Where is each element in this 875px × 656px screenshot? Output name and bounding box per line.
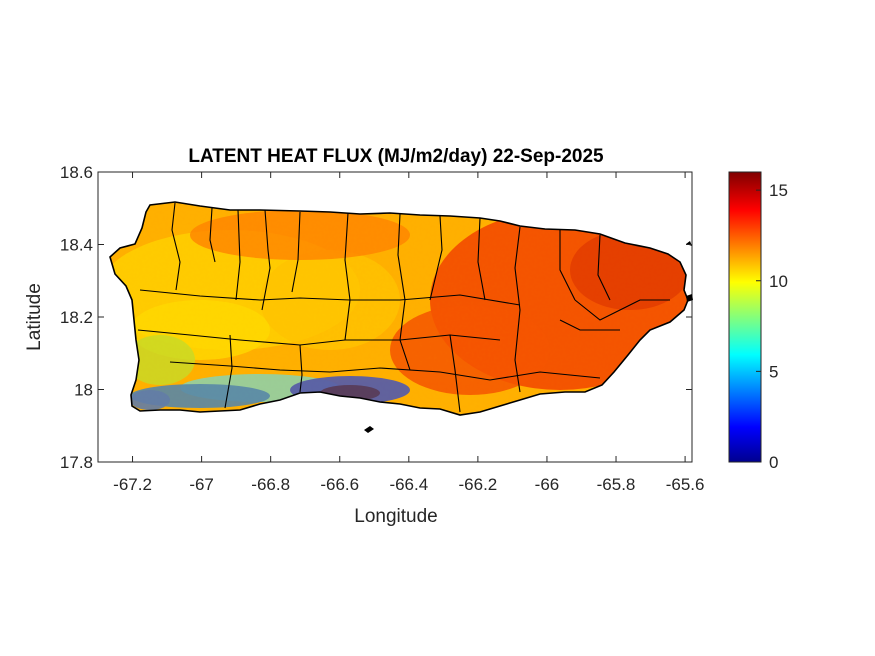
x-axis-label: Longitude (354, 506, 437, 527)
y-axis: 17.8 18 18.2 18.4 18.6 (60, 163, 692, 472)
x-tick-label: -65.6 (666, 475, 705, 494)
x-tick-label: -67.2 (113, 475, 152, 494)
y-tick-label: 18.2 (60, 308, 93, 327)
colorbar-tick-label: 15 (769, 181, 788, 200)
island-outline (109, 201, 689, 416)
chart-title: LATENT HEAT FLUX (MJ/m2/day) 22-Sep-2025 (188, 146, 604, 167)
x-tick-label: -67 (189, 475, 214, 494)
colorbar-ticks: 0 5 10 15 (756, 181, 788, 472)
colorbar (728, 171, 762, 463)
y-tick-label: 18.6 (60, 163, 93, 182)
x-tick-label: -65.8 (597, 475, 636, 494)
colorbar-tick-label: 10 (769, 272, 788, 291)
x-tick-label: -66 (535, 475, 560, 494)
x-tick-label: -66.4 (389, 475, 428, 494)
y-tick-label: 17.8 (60, 453, 93, 472)
y-tick-label: 18.4 (60, 236, 93, 255)
islet (364, 426, 374, 433)
islet (686, 294, 693, 302)
y-axis-label: Latitude (24, 283, 45, 351)
x-tick-label: -66.6 (320, 475, 359, 494)
x-axis: -67.2 -67 -66.8 -66.6 -66.4 -66.2 -66 -65.8 -65.… (113, 172, 704, 494)
municipality-borders (137, 202, 670, 413)
x-tick-label: -66.2 (459, 475, 498, 494)
colorbar-tick-label: 0 (769, 453, 778, 472)
colorbar-tick-label: 5 (769, 362, 778, 381)
x-tick-label: -66.8 (251, 475, 290, 494)
y-tick-label: 18 (74, 381, 93, 400)
